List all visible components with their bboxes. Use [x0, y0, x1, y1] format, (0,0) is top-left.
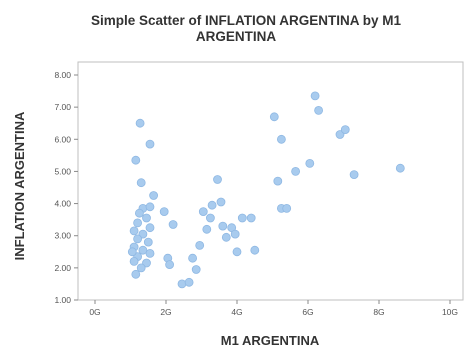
scatter-point — [246, 213, 256, 223]
data-points — [127, 91, 405, 289]
scatter-point — [205, 213, 215, 223]
scatter-point — [145, 202, 155, 212]
scatter-point — [188, 253, 198, 263]
scatter-point — [143, 237, 153, 247]
y-tick-label: 3.00 — [54, 231, 71, 241]
scatter-point — [135, 118, 145, 128]
x-tick-label: 0G — [89, 307, 100, 317]
scatter-point — [314, 106, 324, 115]
scatter-point — [191, 265, 201, 274]
scatter-point — [237, 213, 247, 223]
scatter-point — [207, 200, 217, 210]
scatter-point — [349, 170, 359, 180]
scatter-point — [149, 191, 159, 200]
scatter-point — [129, 256, 139, 266]
scatter-point — [145, 139, 155, 149]
scatter-point — [291, 166, 301, 176]
scatter-point — [310, 91, 320, 101]
scatter-point — [282, 203, 292, 213]
scatter-point — [218, 221, 228, 231]
scatter-point — [136, 263, 146, 273]
x-tick-label: 2G — [160, 307, 171, 317]
y-tick-label: 4.00 — [54, 199, 71, 209]
y-tick-label: 8.00 — [54, 70, 71, 80]
scatter-point — [198, 207, 208, 217]
scatter-point — [276, 134, 286, 144]
scatter-point — [142, 213, 151, 223]
scatter-point — [165, 260, 175, 270]
y-tick-label: 6.00 — [54, 134, 71, 144]
x-axis: 0G 2G 4G 6G 8G 10G — [89, 300, 458, 317]
scatter-point — [340, 125, 350, 135]
scatter-point — [177, 279, 187, 289]
scatter-point — [221, 232, 231, 242]
scatter-point — [230, 229, 240, 239]
y-tick-label: 1.00 — [54, 295, 71, 305]
scatter-point — [133, 218, 143, 228]
scatter-point — [168, 220, 178, 229]
scatter-point — [195, 240, 205, 250]
y-tick-label: 2.00 — [54, 263, 71, 273]
y-tick-label: 5.00 — [54, 166, 71, 176]
chart-title-line2: ARGENTINA — [196, 29, 276, 44]
y-tick-label: 7.00 — [54, 102, 71, 112]
scatter-point — [305, 158, 315, 168]
scatter-point — [159, 207, 169, 217]
chart-title-line1: Simple Scatter of INFLATION ARGENTINA by… — [91, 13, 402, 28]
x-tick-label: 10G — [442, 307, 458, 317]
plot-frame — [77, 61, 464, 301]
scatter-point — [395, 163, 405, 173]
x-axis-label: M1 ARGENTINA — [221, 333, 320, 348]
x-tick-label: 4G — [231, 307, 242, 317]
scatter-point — [273, 176, 283, 186]
scatter-point — [133, 234, 143, 244]
scatter-point — [216, 197, 226, 207]
scatter-point — [250, 245, 260, 255]
y-axis-label: INFLATION ARGENTINA — [12, 111, 27, 260]
scatter-point — [138, 245, 148, 255]
scatter-point — [145, 248, 155, 258]
scatter-point — [136, 178, 146, 188]
scatter-point — [269, 112, 279, 122]
scatter-point — [127, 247, 137, 257]
scatter-point — [131, 155, 141, 165]
scatter-point — [129, 226, 139, 236]
scatter-point — [213, 175, 222, 184]
scatter-point — [131, 269, 141, 279]
scatter-point — [184, 277, 194, 287]
x-tick-label: 8G — [373, 307, 384, 317]
x-tick-label: 6G — [302, 307, 313, 317]
scatter-point — [202, 224, 212, 234]
scatter-point — [134, 208, 144, 218]
y-axis: 1.00 2.00 3.00 4.00 5.00 6.00 7.00 8.00 — [54, 70, 78, 305]
scatter-point — [145, 223, 155, 233]
scatter-point — [232, 247, 242, 257]
